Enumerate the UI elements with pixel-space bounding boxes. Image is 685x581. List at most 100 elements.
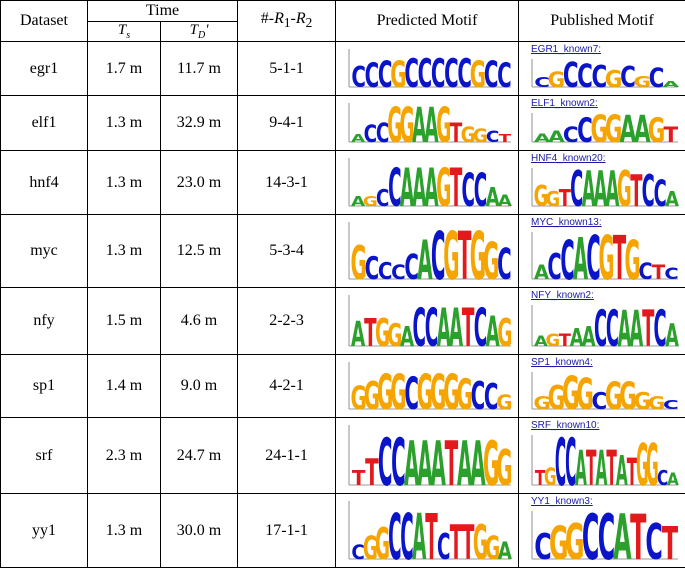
td-cell: 4.6 m [159, 287, 239, 355]
predicted-motif-letter: C [376, 118, 389, 148]
published-motif-letter: G [625, 228, 641, 287]
published-motif-letter: A [575, 441, 587, 492]
predicted-motif-letter: C [391, 261, 406, 284]
predicted-motif-letter: C [404, 368, 419, 416]
published-motif-link[interactable]: MYC_known13: [531, 217, 602, 228]
published-motif-letter: A [595, 441, 607, 492]
predicted-motif-letter: C [391, 425, 406, 493]
published-motif-letter: G [565, 514, 585, 567]
predicted-motif-letter: G [470, 218, 486, 287]
published-motif-letter: G [548, 68, 566, 93]
predicted-motif-letter: G [443, 218, 459, 287]
header-rounds-prefix: #- [260, 10, 275, 28]
predicted-motif-letter: G [470, 53, 486, 94]
predicted-motif-letter: G [363, 193, 378, 209]
header-ts-sub: s [126, 30, 131, 41]
published-motif-letter: A [613, 502, 632, 567]
header-time: Time [86, 0, 239, 22]
predicted-motif-letter: A [400, 159, 415, 214]
published-motif-letter: A [582, 319, 596, 352]
rounds-cell: 17-1-1 [237, 493, 337, 568]
published-motif-link[interactable]: SP1_known4: [531, 357, 593, 368]
table-row: yy1 1.3 m 30.0 m 17-1-1 C G G C C A T C T T G G A YY1_kno… [0, 493, 685, 568]
predicted-motif-letter: G [350, 380, 366, 417]
published-motif-link[interactable]: NFY_known2: [531, 290, 594, 301]
predicted-motif-letter: C [413, 299, 426, 354]
published-motif-link[interactable]: YY1_known3: [531, 496, 593, 507]
td-cell: 11.7 m [159, 41, 239, 96]
published-motif-link[interactable]: EGR1_known7: [531, 44, 602, 55]
td-cell: 30.0 m [159, 493, 239, 568]
predicted-motif-letter: A [486, 182, 501, 212]
published-motif-letter: G [648, 111, 666, 150]
header-td-main: T [189, 22, 198, 38]
published-motif-letter: T [606, 441, 616, 492]
header-published: Published Motif [518, 0, 685, 42]
predicted-motif-letter: C [497, 239, 512, 287]
published-motif-link[interactable]: SRF_known10: [531, 420, 600, 431]
predicted-motif-letter: C [425, 299, 438, 354]
published-motif-letter: G [562, 368, 580, 417]
predicted-motif-letter: A [400, 320, 415, 353]
td-cell: 24.7 m [159, 417, 239, 494]
published-motif-letter: G [648, 392, 666, 413]
published-motif-letter: A [629, 299, 643, 354]
published-motif-letter: C [547, 246, 561, 286]
predicted-motif-letter: G [400, 97, 415, 150]
published-motif-link[interactable]: ELF1_known2: [531, 98, 598, 109]
rounds-cell: 24-1-1 [237, 417, 337, 494]
published-motif-letter: C [563, 122, 579, 147]
published-motif-letter: A [616, 447, 628, 492]
published-motif-letter: C [582, 502, 599, 567]
published-motif-letter: T [630, 502, 646, 567]
predicted-motif-letter: A [430, 428, 446, 493]
published-motif-letter: G [605, 66, 623, 93]
published-motif-letter: C [570, 160, 583, 213]
published-motif-letter: C [534, 75, 550, 91]
predicted-motif-letter: G [387, 317, 402, 353]
published-motif-cell: NFY_known2: A G T A A C C A A T C A [518, 287, 685, 355]
predicted-motif-letter: C [378, 53, 393, 94]
predicted-motif-letter: T [425, 500, 438, 566]
published-motif-cell: ELF1_known2: A A C C G G A A G T [518, 95, 685, 151]
published-motif-link[interactable]: HNF4_known20: [531, 153, 606, 164]
predicted-motif-letter: G [364, 375, 380, 417]
predicted-motif-letter: A [412, 159, 427, 214]
predicted-motif-letter: T [364, 311, 377, 353]
published-motif-letter: G [605, 374, 623, 416]
predicted-motif-letter: C [351, 541, 364, 564]
ts-cell: 1.3 m [87, 150, 161, 215]
published-motif-letter: C [598, 502, 615, 567]
published-motif-letter: C [591, 60, 607, 95]
predicted-motif-letter: C [461, 165, 474, 214]
predicted-motif-letter: G [456, 370, 472, 416]
predicted-motif-letter: A [457, 428, 473, 493]
published-motif-cell: SP1_known4: G G G G C G G G G C [518, 354, 685, 418]
published-motif-letter: C [620, 60, 636, 93]
predicted-motif-letter: G [496, 439, 512, 493]
table-row: srf 2.3 m 24.7 m 24-1-1 T T C C A A A T A A G G SRF_know… [0, 417, 685, 494]
results-table: Dataset Time #-R1-R2 Predicted Motif Pub… [0, 0, 685, 568]
published-motif-letter: A [534, 131, 551, 145]
predicted-motif-letter: A [449, 299, 464, 354]
predicted-motif-letter: C [471, 375, 486, 417]
ts-cell: 1.5 m [87, 287, 161, 355]
header-td-sub: D [197, 30, 206, 41]
predicted-motif-letter: C [378, 425, 393, 493]
published-motif-letter: C [664, 264, 678, 283]
published-motif-letter: A [606, 160, 620, 213]
published-motif-letter: C [594, 299, 607, 354]
published-motif-letter: T [630, 165, 642, 214]
published-motif-letter: C [638, 257, 652, 284]
predicted-motif-letter: C [484, 375, 499, 416]
published-motif-letter: C [654, 299, 667, 354]
rounds-cell: 5-3-4 [237, 214, 337, 288]
